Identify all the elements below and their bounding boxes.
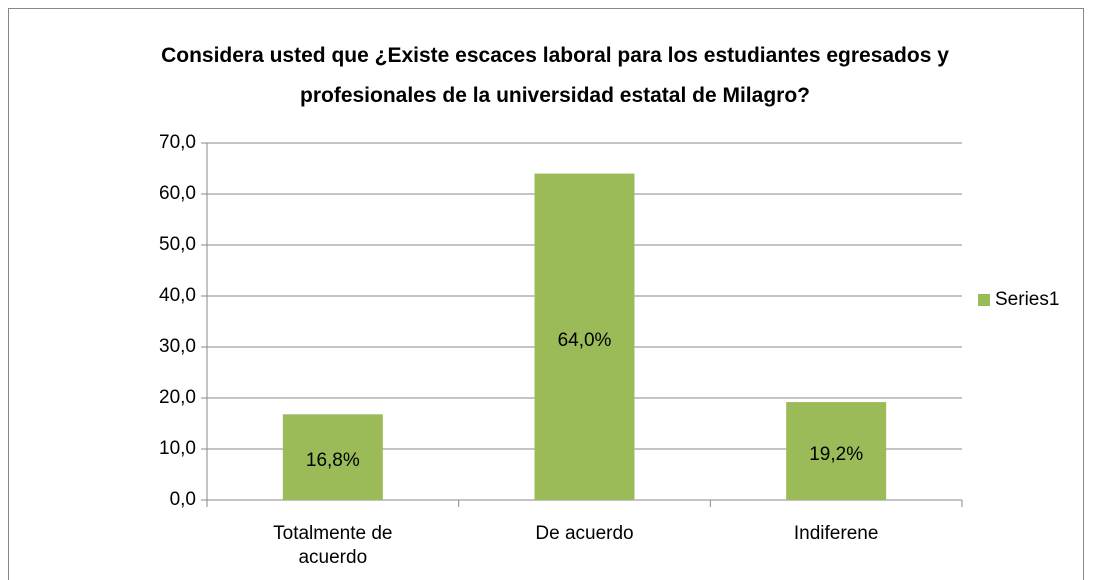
y-tick-label: 60,0: [159, 183, 196, 204]
y-tick-label: 50,0: [159, 234, 196, 255]
data-label: 19,2%: [809, 444, 863, 465]
data-label: 16,8%: [306, 450, 360, 471]
bar: [282, 414, 383, 500]
legend-label: Series1: [995, 289, 1059, 310]
x-tick-label: Totalmente de acuerdo: [273, 523, 393, 568]
legend-swatch: [978, 294, 990, 306]
chart-title: Considera usted que ¿Existe escaces labo…: [161, 44, 949, 107]
x-tick-label: Indiferene: [793, 523, 879, 544]
y-tick-label: 40,0: [159, 285, 196, 306]
y-tick-label: 70,0: [159, 132, 196, 153]
chart-border: [8, 8, 1084, 580]
y-tick-label: 0,0: [170, 489, 196, 510]
y-tick-label: 30,0: [159, 336, 196, 357]
y-tick-label: 10,0: [159, 438, 196, 459]
bar: [534, 173, 635, 500]
x-tick-label: De acuerdo: [535, 523, 634, 544]
bar: [786, 402, 887, 500]
y-tick-label: 20,0: [159, 387, 196, 408]
data-label: 64,0%: [558, 330, 612, 351]
